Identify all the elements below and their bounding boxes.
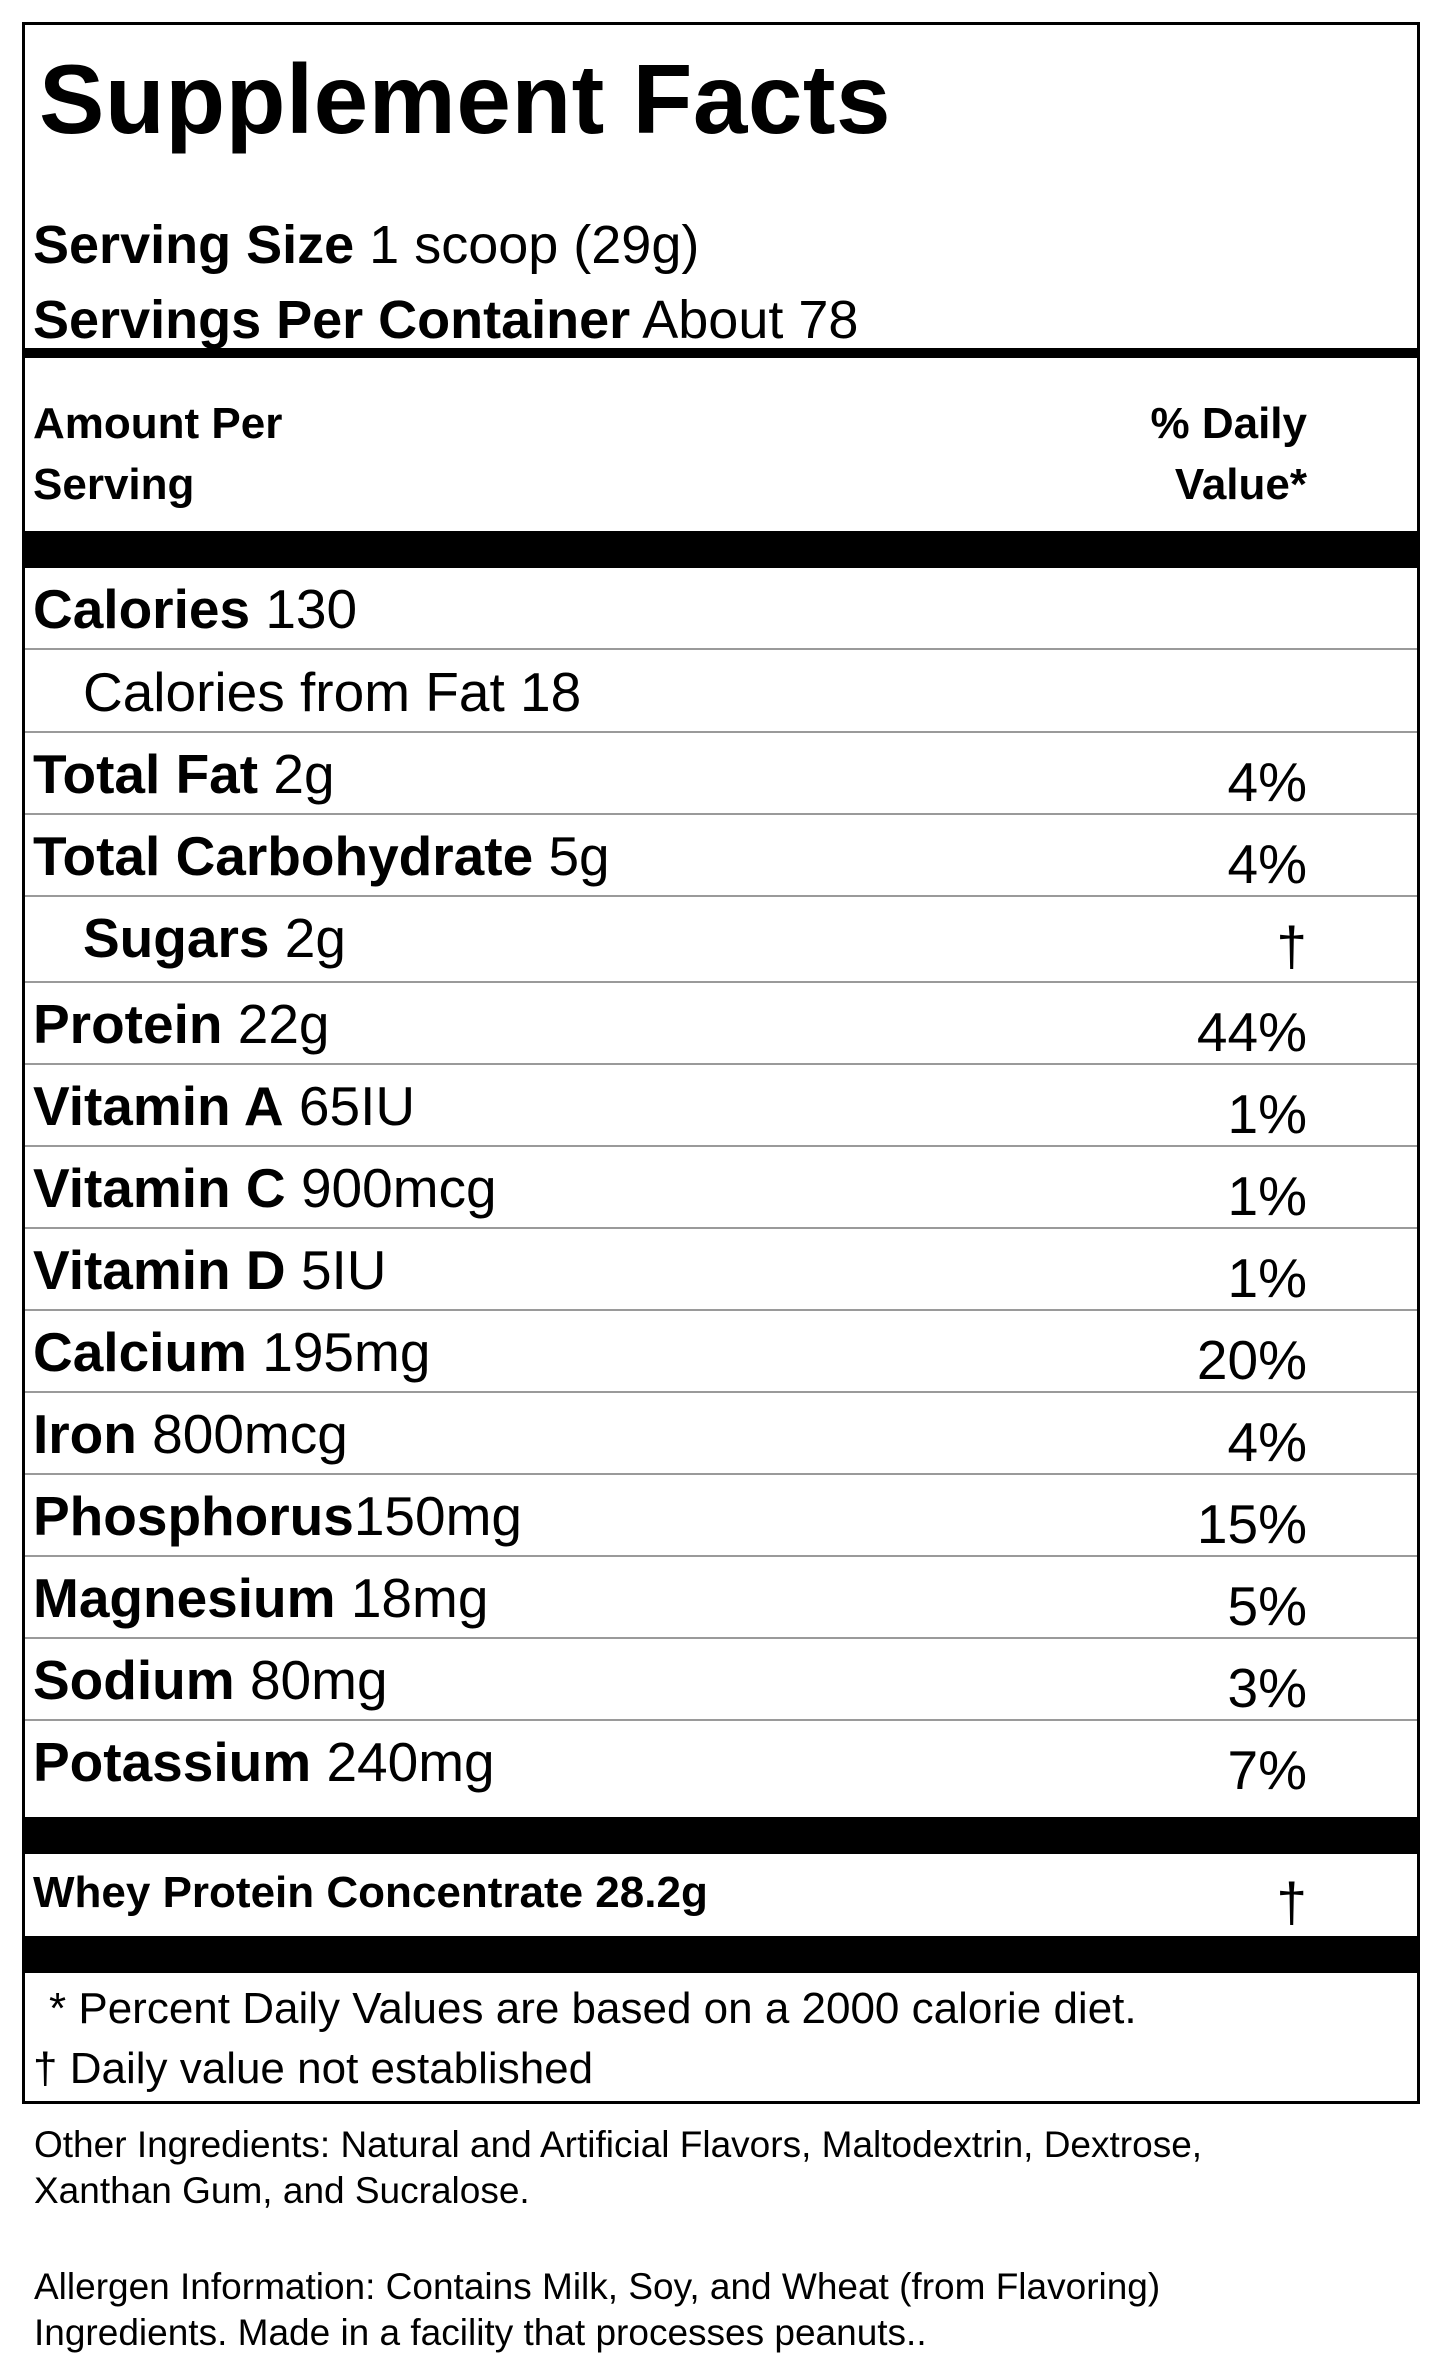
nutrient-daily-value: 1%	[1227, 1247, 1308, 1309]
nutrient-label: Vitamin C 900mcg	[33, 1161, 497, 1216]
nutrient-label: Vitamin A 65IU	[33, 1079, 415, 1134]
nutrient-row: Vitamin A 65IU 1%	[25, 1065, 1417, 1147]
footnote-dagger: † Daily value not established	[33, 2044, 594, 2093]
nutrient-label: Vitamin D 5IU	[33, 1243, 387, 1298]
nutrient-daily-value: 4%	[1227, 751, 1308, 813]
nutrient-row: Calories 130	[25, 568, 1417, 650]
nutrient-amount: 2g	[273, 743, 335, 805]
nutrient-daily-value: 5%	[1227, 1575, 1308, 1637]
nutrient-row: Sugars 2g †	[25, 897, 1417, 983]
nutrient-row: Iron 800mcg 4%	[25, 1393, 1417, 1475]
dv-header-line2: Value*	[1174, 460, 1307, 509]
nutrient-name: Magnesium	[33, 1567, 336, 1629]
nutrient-row: Vitamin C 900mcg 1%	[25, 1147, 1417, 1229]
nutrient-daily-value: 15%	[1196, 1493, 1307, 1555]
nutrient-amount: 80mg	[249, 1649, 388, 1711]
nutrient-amount: 240mg	[326, 1731, 495, 1793]
nutrient-name: Vitamin C	[33, 1157, 286, 1219]
nutrient-label: Total Fat 2g	[33, 747, 335, 802]
blend-dv: †	[1276, 1871, 1307, 1933]
nutrient-label: Calories 130	[33, 582, 357, 637]
nutrient-amount: 2g	[284, 907, 346, 969]
nutrient-amount: 65IU	[298, 1075, 416, 1137]
nutrient-name: Protein	[33, 993, 223, 1055]
amount-per-serving-header: Amount Per Serving	[33, 393, 282, 515]
nutrient-daily-value: 3%	[1227, 1657, 1308, 1719]
nutrient-name: Phosphorus	[33, 1485, 354, 1547]
nutrient-label: Potassium 240mg	[33, 1735, 495, 1790]
nutrient-label: Calcium 195mg	[33, 1325, 430, 1380]
nutrient-label: Magnesium 18mg	[33, 1571, 488, 1626]
nutrient-row: Sodium 80mg 3%	[25, 1639, 1417, 1721]
panel-title: Supplement Facts	[39, 44, 892, 154]
nutrient-row: Phosphorus150mg 15%	[25, 1475, 1417, 1557]
nutrient-daily-value: 20%	[1196, 1329, 1307, 1391]
nutrient-name: Vitamin D	[33, 1239, 286, 1301]
nutrient-amount: 5g	[548, 825, 610, 887]
nutrient-name: Sodium	[33, 1649, 235, 1711]
dv-header-line1: % Daily	[1150, 399, 1307, 448]
servings-per-container-label: Servings Per Container	[33, 290, 631, 350]
serving-size-label: Serving Size	[33, 215, 355, 275]
supplement-facts-panel: Supplement Facts Serving Size 1 scoop (2…	[22, 22, 1420, 2104]
amount-header-line2: Serving	[33, 460, 195, 509]
nutrient-name: Vitamin A	[33, 1075, 284, 1137]
daily-value-header: % Daily Value*	[1150, 393, 1307, 515]
serving-size-value: 1 scoop (29g)	[369, 215, 700, 275]
nutrient-name: Potassium	[33, 1731, 312, 1793]
nutrient-daily-value: 44%	[1196, 1001, 1307, 1063]
nutrient-row: Calcium 195mg 20%	[25, 1311, 1417, 1393]
nutrient-label: Protein 22g	[33, 997, 330, 1052]
nutrient-daily-value: 1%	[1227, 1165, 1308, 1227]
other-ingredients: Other Ingredients: Natural and Artificia…	[34, 2124, 1203, 2211]
nutrient-daily-value: 4%	[1227, 833, 1308, 895]
nutrient-daily-value: 4%	[1227, 1411, 1308, 1473]
allergen-information: Allergen Information: Contains Milk, Soy…	[34, 2266, 1161, 2353]
serving-size: Serving Size 1 scoop (29g)	[33, 218, 699, 272]
nutrient-amount: 800mcg	[152, 1403, 348, 1465]
nutrient-row: Potassium 240mg 7%	[25, 1721, 1417, 1817]
thick-divider	[25, 1817, 1417, 1854]
nutrient-label: Sodium 80mg	[33, 1653, 388, 1708]
servings-per-container: Servings Per Container About 78	[33, 293, 858, 347]
nutrient-name: Sugars	[83, 907, 270, 969]
nutrient-row: Protein 22g 44%	[25, 983, 1417, 1065]
nutrient-label: Iron 800mcg	[33, 1407, 348, 1462]
servings-per-container-value: About 78	[642, 290, 859, 350]
nutrient-row: Calories from Fat 18	[25, 651, 1417, 733]
nutrient-label: Calories from Fat 18	[83, 665, 581, 720]
nutrient-name: Total Carbohydrate	[33, 825, 534, 887]
nutrient-daily-value: †	[1276, 915, 1307, 977]
nutrient-row: Total Fat 2g 4%	[25, 733, 1417, 815]
nutrient-amount: 150mg	[353, 1485, 523, 1547]
thick-divider	[25, 1936, 1417, 1973]
thick-divider	[25, 531, 1417, 568]
nutrient-amount: 5IU	[300, 1239, 387, 1301]
nutrient-amount: 18mg	[350, 1567, 489, 1629]
amount-header-line1: Amount Per	[33, 399, 283, 448]
nutrient-amount: Calories from Fat 18	[83, 661, 582, 723]
thick-divider	[25, 348, 1417, 358]
blend-name: Whey Protein Concentrate 28.2g	[33, 1868, 708, 1917]
nutrient-amount: 130	[265, 578, 358, 640]
nutrient-amount: 22g	[237, 993, 330, 1055]
nutrient-label: Sugars 2g	[83, 911, 346, 966]
nutrient-name: Total Fat	[33, 743, 259, 805]
nutrient-row: Vitamin D 5IU 1%	[25, 1229, 1417, 1311]
nutrient-amount: 195mg	[262, 1321, 431, 1383]
nutrient-label: Phosphorus150mg	[33, 1489, 522, 1544]
nutrient-label: Total Carbohydrate 5g	[33, 829, 610, 884]
nutrient-row: Magnesium 18mg 5%	[25, 1557, 1417, 1639]
nutrient-daily-value: 1%	[1227, 1083, 1308, 1145]
nutrient-name: Iron	[33, 1403, 137, 1465]
footnote-percent: * Percent Daily Values are based on a 20…	[49, 1984, 1137, 2033]
nutrient-amount: 900mcg	[300, 1157, 497, 1219]
nutrient-row: Total Carbohydrate 5g 4%	[25, 815, 1417, 897]
nutrient-name: Calories	[33, 578, 251, 640]
nutrient-name: Calcium	[33, 1321, 247, 1383]
nutrient-daily-value: 7%	[1227, 1739, 1308, 1801]
